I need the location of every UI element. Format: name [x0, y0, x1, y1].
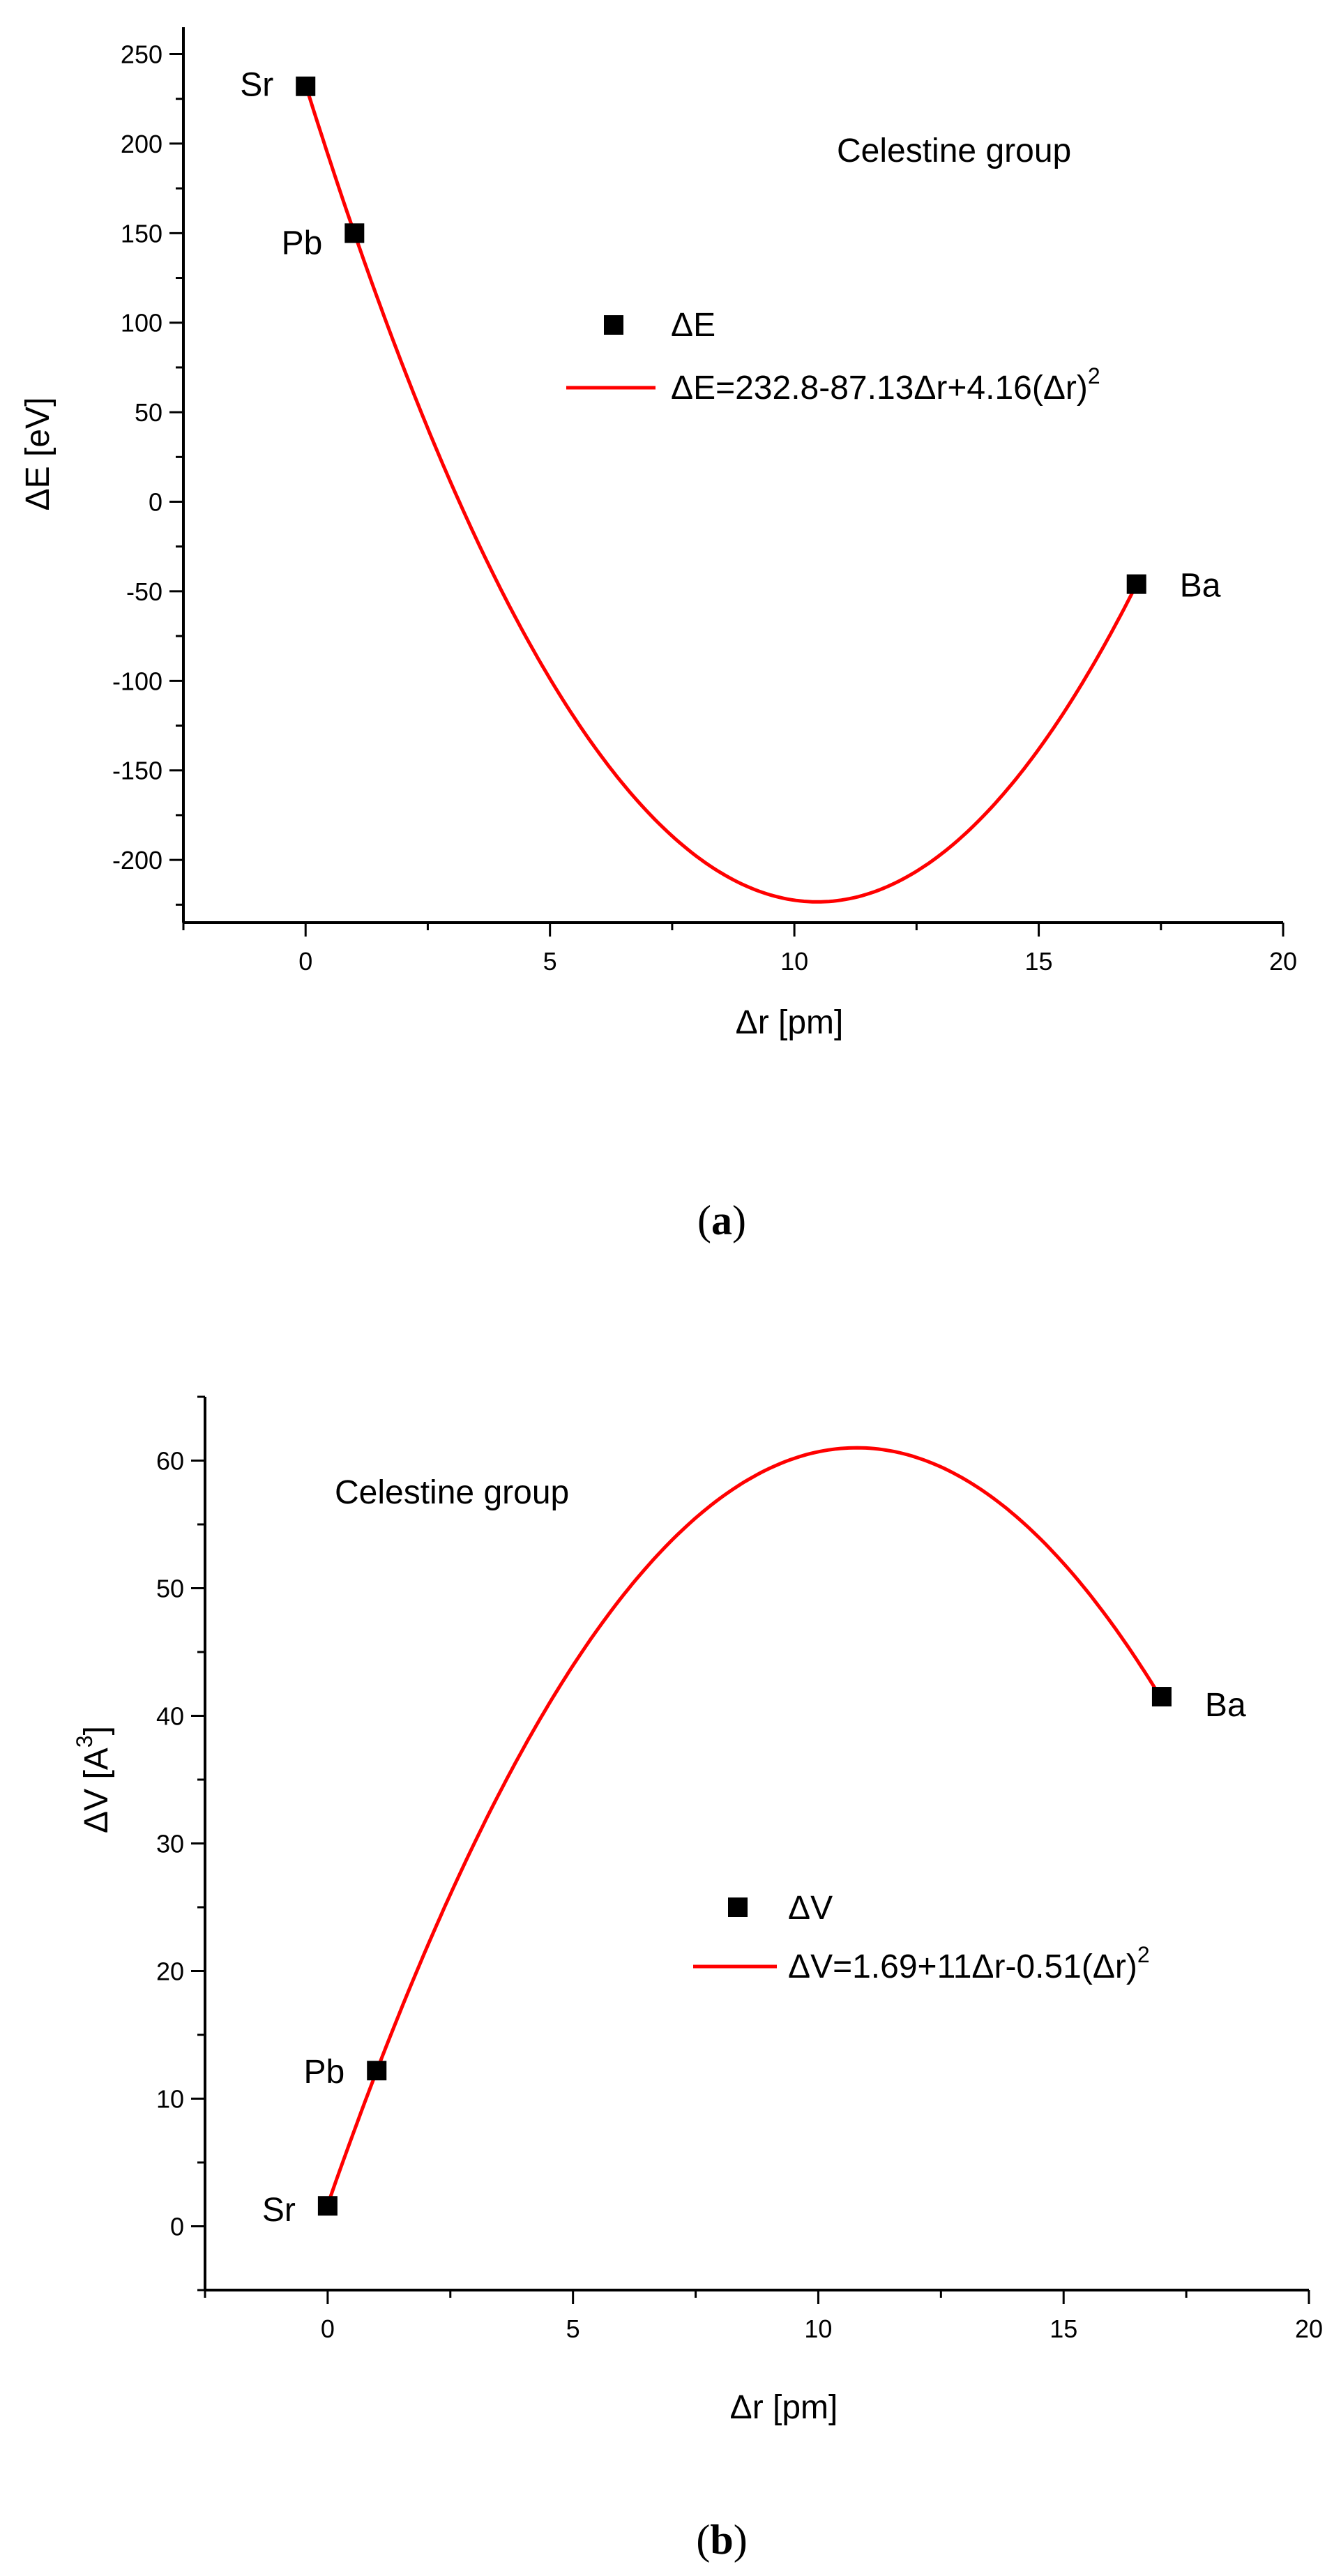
- y-tick-label: 0: [149, 488, 162, 517]
- y-tick-label: -100: [112, 667, 162, 695]
- data-point-sr: [296, 76, 316, 96]
- point-labels-b: Sr Pb Ba: [262, 1687, 1246, 2229]
- legend-a: ΔE ΔE=232.8-87.13Δr+4.16(Δr)2: [566, 307, 1100, 407]
- caption-b-letter: b: [710, 2517, 733, 2563]
- legend-b: ΔV ΔV=1.69+11Δr-0.51(Δr)2: [693, 1890, 1150, 1985]
- chart-panel-b: 0 5 10 15 20 60 50 40 30 20 10 0 Sr Pb Ba Celestine …: [72, 1395, 1323, 2563]
- caption-b: (b): [696, 2517, 747, 2563]
- data-points-b: [317, 1687, 1172, 2216]
- fit-curve-a: [303, 84, 1138, 904]
- y-axis-title-b: ΔV [A3]: [72, 1726, 115, 1833]
- legend-label-fit-b: ΔV=1.69+11Δr-0.51(Δr)2: [788, 1942, 1150, 1985]
- x-tick-label: 0: [298, 947, 312, 976]
- x-axis-ticks-b: 0 5 10 15 20: [204, 2290, 1323, 2343]
- y-tick-label: -50: [126, 577, 162, 606]
- caption-a-letter: a: [711, 1197, 732, 1243]
- y-tick-label: 40: [156, 1702, 184, 1731]
- x-tick-label: 0: [321, 2314, 335, 2343]
- x-tick-label: 20: [1295, 2314, 1323, 2343]
- annotation-text-b: Celestine group: [335, 1474, 569, 1511]
- y-tick-label: 20: [156, 1957, 184, 1986]
- x-tick-label: 20: [1269, 947, 1297, 976]
- point-label-pb: Pb: [282, 225, 323, 262]
- x-tick-label: 10: [780, 947, 808, 976]
- legend-label-points-b: ΔV: [788, 1890, 833, 1927]
- y-tick-label: -150: [112, 757, 162, 785]
- legend-label-fit-b-sup: 2: [1137, 1942, 1150, 1967]
- y-tick-label: 0: [170, 2213, 184, 2241]
- x-axis-title-a: Δr [pm]: [736, 1004, 844, 1041]
- legend-marker-points-b: [728, 1897, 748, 1917]
- x-axis-title-b: Δr [pm]: [730, 2389, 838, 2426]
- y-tick-label: 10: [156, 2085, 184, 2114]
- data-points-a: [296, 76, 1146, 594]
- data-point-ba: [1126, 574, 1146, 594]
- y-axis-ticks-a: 250 200 150 100 50 0 -50 -100 -150 -200: [112, 40, 183, 906]
- chart-panel-a: 0 5 10 15 20 250200150100500-50-100-150-200 …: [20, 27, 1297, 1243]
- y-tick-label: 200: [121, 130, 162, 158]
- y-tick-label: 60: [156, 1447, 184, 1476]
- fit-curve-b: [326, 1446, 1164, 2206]
- data-point-sr: [317, 2196, 338, 2216]
- y-axis-title-b-sup: 3: [72, 1735, 97, 1748]
- y-axis-title-b-close: ]: [78, 1726, 115, 1735]
- legend-label-fit-a-text: ΔE=232.8-87.13Δr+4.16(Δr): [671, 370, 1088, 407]
- y-axis-ticks-b: 60 50 40 30 20 10 0: [156, 1395, 205, 2291]
- caption-a-open: (: [697, 1197, 711, 1243]
- point-label-pb: Pb: [304, 2054, 345, 2091]
- y-tick-label: 50: [135, 398, 162, 427]
- caption-b-open: (: [696, 2517, 710, 2563]
- y-tick-label: 150: [121, 219, 162, 248]
- y-tick-label: 250: [121, 40, 162, 69]
- x-tick-label: 5: [543, 947, 557, 976]
- x-tick-label: 15: [1025, 947, 1053, 976]
- y-axis-title-b-text: ΔV [A: [78, 1748, 115, 1833]
- y-tick-label: -200: [112, 846, 162, 874]
- point-label-ba: Ba: [1180, 568, 1221, 605]
- point-label-ba: Ba: [1205, 1687, 1246, 1724]
- point-label-sr: Sr: [262, 2192, 296, 2229]
- y-tick-label: 50: [156, 1575, 184, 1603]
- legend-label-points-a: ΔE: [671, 307, 715, 344]
- legend-label-fit-b-text: ΔV=1.69+11Δr-0.51(Δr): [788, 1948, 1137, 1985]
- x-tick-label: 10: [804, 2314, 832, 2343]
- y-tick-label: 30: [156, 1830, 184, 1858]
- legend-label-fit-a-sup: 2: [1088, 363, 1100, 388]
- annotation-text-a: Celestine group: [837, 132, 1071, 169]
- point-label-sr: Sr: [240, 67, 273, 104]
- data-point-pb: [367, 2061, 387, 2081]
- x-tick-label: 15: [1050, 2314, 1077, 2343]
- x-axis-ticks-a: 0 5 10 15 20: [182, 923, 1297, 976]
- data-point-ba: [1151, 1687, 1172, 1707]
- point-labels-a: Sr Pb Ba: [240, 67, 1221, 605]
- caption-a: (a): [697, 1197, 746, 1243]
- caption-a-close: ): [732, 1197, 746, 1243]
- legend-label-fit-a: ΔE=232.8-87.13Δr+4.16(Δr)2: [671, 363, 1100, 407]
- data-point-pb: [344, 223, 365, 243]
- caption-b-close: ): [734, 2517, 748, 2563]
- y-axis-title-a: ΔE [eV]: [20, 397, 56, 511]
- y-tick-label: 100: [121, 309, 162, 338]
- x-tick-label: 5: [566, 2314, 580, 2343]
- legend-marker-points-a: [604, 315, 623, 335]
